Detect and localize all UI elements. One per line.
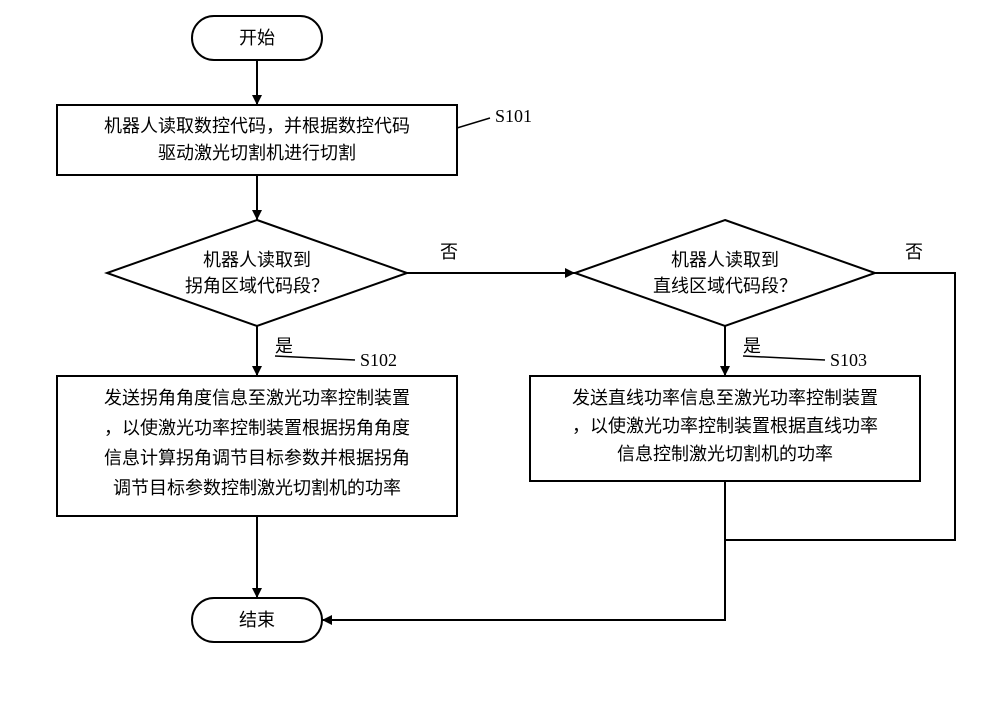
s103-label: S103 bbox=[830, 350, 867, 370]
flowchart-canvas: 开始 机器人读取数控代码，并根据数控代码 驱动激光切割机进行切割 S101 机器… bbox=[0, 0, 1000, 701]
s102-leader bbox=[275, 356, 355, 360]
decision2-node: 机器人读取到 直线区域代码段？ bbox=[575, 220, 875, 326]
s102-line2: ，以使激光功率控制装置根据拐角角度 bbox=[104, 418, 410, 438]
s103-line3: 信息控制激光切割机的功率 bbox=[617, 444, 833, 464]
s102-node: 发送拐角角度信息至激光功率控制装置 ，以使激光功率控制装置根据拐角角度 信息计算… bbox=[57, 376, 457, 516]
decision1-node: 机器人读取到 拐角区域代码段？ bbox=[107, 220, 407, 326]
d1-line1: 机器人读取到 bbox=[203, 250, 311, 270]
s102-line4: 调节目标参数控制激光切割机的功率 bbox=[113, 478, 401, 498]
s103-leader bbox=[743, 356, 825, 360]
edge-d1-no-label: 否 bbox=[440, 242, 458, 262]
s102-label: S102 bbox=[360, 350, 397, 370]
start-node: 开始 bbox=[192, 16, 322, 60]
s103-line1: 发送直线功率信息至激光功率控制装置 bbox=[572, 388, 878, 408]
s102-line1: 发送拐角角度信息至激光功率控制装置 bbox=[104, 388, 410, 408]
s103-node: 发送直线功率信息至激光功率控制装置 ，以使激光功率控制装置根据直线功率 信息控制… bbox=[530, 376, 920, 481]
end-label: 结束 bbox=[239, 610, 275, 630]
d2-line1: 机器人读取到 bbox=[671, 250, 779, 270]
s102-line3: 信息计算拐角调节目标参数并根据拐角 bbox=[104, 448, 410, 468]
s101-node: 机器人读取数控代码，并根据数控代码 驱动激光切割机进行切割 bbox=[57, 105, 457, 175]
d1-line2: 拐角区域代码段？ bbox=[185, 276, 329, 296]
edge-d2-yes-label: 是 bbox=[743, 336, 761, 356]
s103-line2: ，以使激光功率控制装置根据直线功率 bbox=[572, 416, 878, 436]
edge-d1-yes-label: 是 bbox=[275, 336, 293, 356]
s101-line1: 机器人读取数控代码，并根据数控代码 bbox=[104, 116, 410, 136]
end-node: 结束 bbox=[192, 598, 322, 642]
d2-line2: 直线区域代码段？ bbox=[653, 276, 797, 296]
s101-line2: 驱动激光切割机进行切割 bbox=[158, 143, 356, 163]
s101-label: S101 bbox=[495, 106, 532, 126]
edge-d2-no-label: 否 bbox=[905, 242, 923, 262]
s101-leader bbox=[457, 118, 490, 128]
start-label: 开始 bbox=[239, 28, 275, 48]
